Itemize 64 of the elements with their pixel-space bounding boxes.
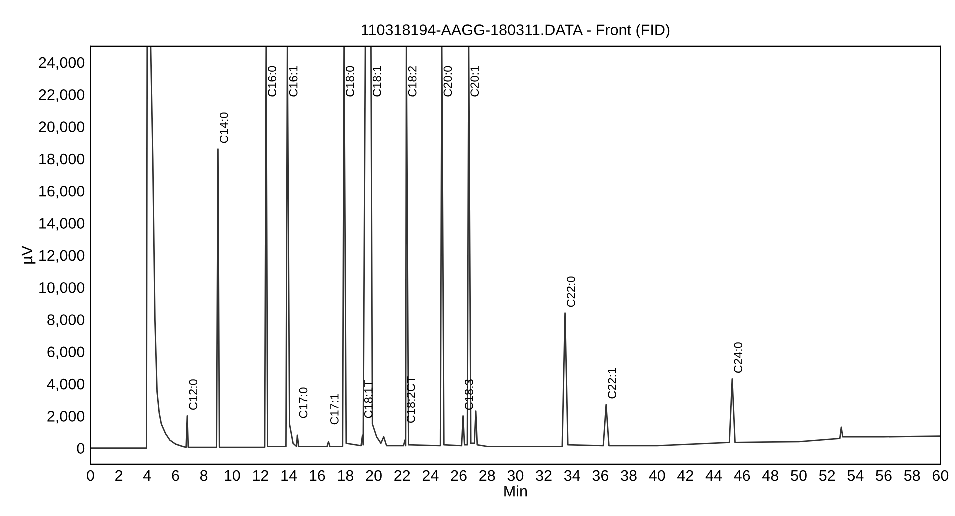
x-tick-label: 34 <box>564 470 580 482</box>
x-tick-label: 42 <box>678 470 694 482</box>
x-tick-label: 52 <box>819 470 836 482</box>
annotation: C18:2CT <box>406 376 416 424</box>
y-tick-label: 4,000 <box>47 378 85 392</box>
annotation: C18:2 <box>408 66 417 97</box>
annotation: C18:3 <box>465 380 474 410</box>
x-tick-label: 20 <box>366 470 382 482</box>
annotation: C12:0 <box>189 380 198 410</box>
annotation: C16:0 <box>268 66 276 97</box>
y-tick-label: 24,000 <box>39 57 85 70</box>
y-tick-label: 10,000 <box>40 282 85 296</box>
chart-title: 110318194-AAGG-180311.DATA - Front (FID) <box>362 24 670 38</box>
x-tick-label: 22 <box>394 470 410 482</box>
x-tick-label: 8 <box>200 470 208 482</box>
y-tick-label: 16,000 <box>40 186 85 199</box>
annotation: C20:0 <box>444 66 452 97</box>
x-axis-title: Min <box>504 486 528 497</box>
x-tick-label: 30 <box>508 470 524 482</box>
x-tick-label: 24 <box>422 470 439 482</box>
y-tick-label: 14,000 <box>40 218 85 231</box>
y-tick-label: 0 <box>77 443 85 454</box>
y-tick-label: 8,000 <box>48 314 85 328</box>
x-tick-label: 32 <box>536 470 552 482</box>
annotation: C18:1T <box>364 380 373 418</box>
annotation: C17:0 <box>299 388 308 418</box>
y-axis-title: µV <box>22 246 36 264</box>
x-tick-label: 56 <box>876 470 892 482</box>
annotation: C22:0 <box>567 276 576 308</box>
x-tick-label: 6 <box>172 470 180 482</box>
x-tick-label: 58 <box>904 470 920 482</box>
annotation: C17:1 <box>330 394 339 425</box>
x-tick-label: 44 <box>706 470 722 482</box>
annotation: C14:0 <box>220 112 228 144</box>
x-tick-label: 50 <box>791 470 807 482</box>
annotation: C22:1 <box>608 368 616 399</box>
x-tick-label: 2 <box>116 470 123 482</box>
y-tick-label: 18,000 <box>40 154 85 166</box>
annotation: C18:0 <box>346 66 354 97</box>
x-tick-label: 14 <box>282 470 298 482</box>
x-tick-label: 16 <box>310 470 326 482</box>
annotation: C16:1 <box>289 66 298 97</box>
x-tick-label: 36 <box>592 470 609 482</box>
y-tick-label: 22,000 <box>39 90 85 102</box>
x-tick-label: 46 <box>734 470 750 482</box>
x-tick-label: 40 <box>649 470 666 482</box>
x-tick-label: 26 <box>451 470 467 482</box>
x-tick-label: 10 <box>225 470 240 482</box>
annotation: C20:1 <box>470 66 480 97</box>
x-tick-label: 60 <box>932 470 949 482</box>
x-tick-label: 54 <box>848 470 864 482</box>
x-tick-label: 4 <box>143 470 152 482</box>
y-tick-label: 12,000 <box>40 250 85 263</box>
x-tick-label: 38 <box>621 470 637 482</box>
y-tick-label: 6,000 <box>48 346 85 360</box>
x-tick-label: 18 <box>338 470 354 482</box>
annotation: C24:0 <box>734 342 743 374</box>
x-tick-label: 12 <box>253 470 268 482</box>
x-tick-label: 0 <box>87 470 94 482</box>
y-tick-label: 20,000 <box>39 122 85 134</box>
x-tick-label: 28 <box>480 470 496 482</box>
annotation: C18:1 <box>372 66 382 97</box>
y-tick-label: 2,000 <box>48 411 85 424</box>
x-tick-label: 48 <box>762 470 779 482</box>
